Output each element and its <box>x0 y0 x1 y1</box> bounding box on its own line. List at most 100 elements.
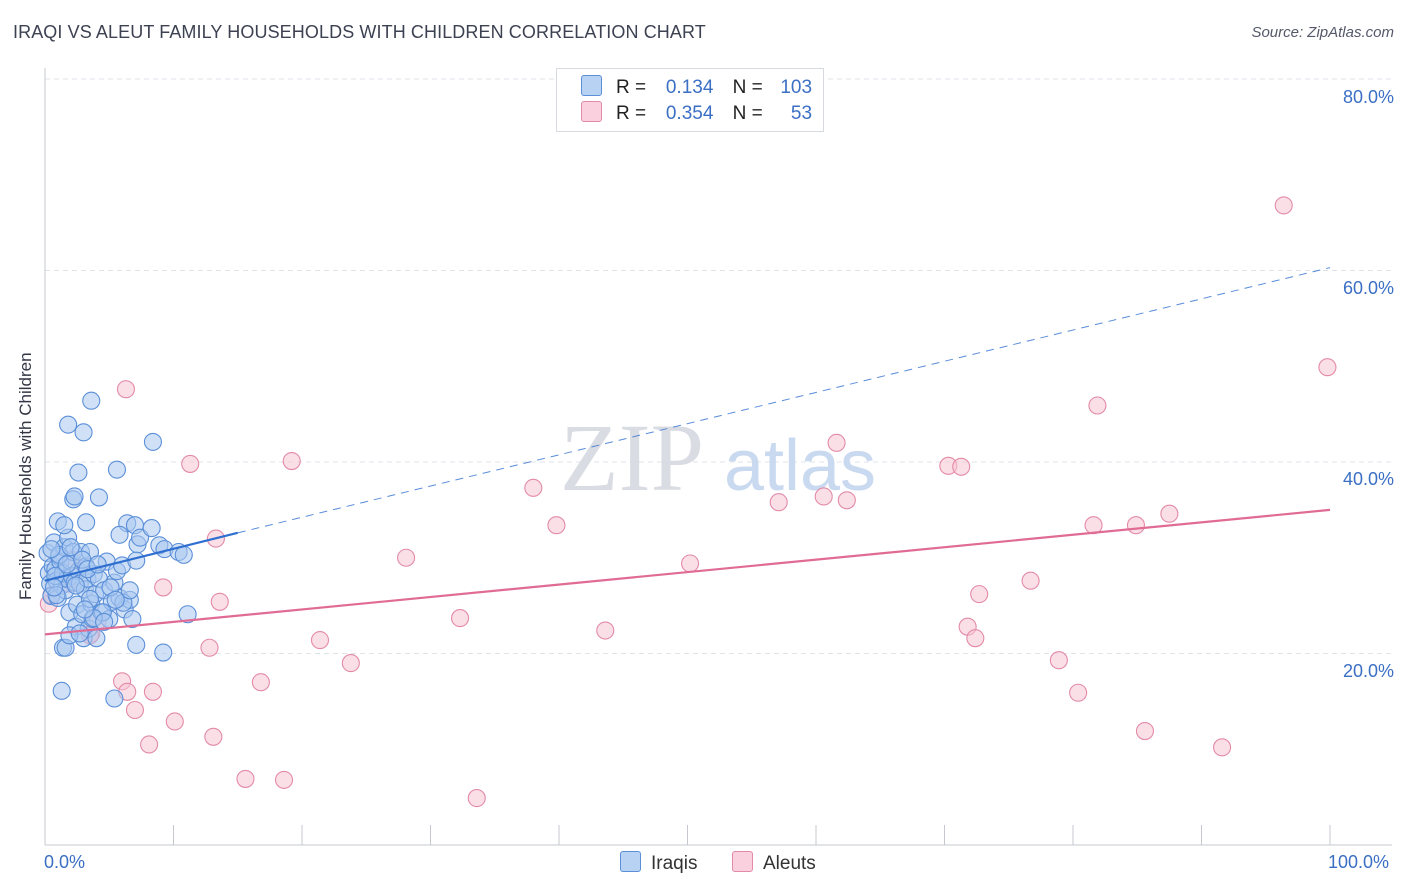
aleut-point <box>1049 651 1068 670</box>
aleut-point <box>547 516 566 535</box>
aleut-point <box>952 457 971 476</box>
iraqi-point <box>52 681 71 700</box>
iraqi-point <box>74 423 93 442</box>
iraqi-point <box>123 609 142 629</box>
aleut-point <box>1274 196 1293 215</box>
aleut-point <box>467 789 486 808</box>
iraqis-legend-label: Iraqis <box>651 853 698 874</box>
axes <box>44 68 1392 846</box>
aleut-point <box>236 769 255 788</box>
legend-item-iraqis[interactable]: Iraqis <box>620 851 697 875</box>
iraqis-n-value: 103 <box>780 77 813 98</box>
aleut-point <box>1088 396 1107 415</box>
aleut-point <box>451 609 470 628</box>
iraqi-point <box>87 629 106 648</box>
source-label: Source: ZipAtlas.com <box>1251 24 1394 41</box>
aleut-point <box>251 673 270 692</box>
iraqi-point <box>42 540 61 559</box>
iraqi-point <box>59 415 78 434</box>
iraqi-trend-extension <box>237 267 1331 534</box>
iraqis-n-label: N = <box>732 77 763 98</box>
iraqi-trend-line <box>44 531 239 582</box>
iraqi-point <box>55 516 74 535</box>
iraqis-legend-swatch <box>620 851 641 872</box>
aleut-point <box>1069 683 1088 702</box>
y-tick-label-20: 20.0% <box>1342 661 1394 681</box>
aleut-point <box>140 735 159 754</box>
trend-lines <box>44 267 1331 636</box>
aleut-point <box>1160 504 1179 523</box>
aleut-point <box>827 433 846 452</box>
iraqi-point <box>106 590 125 609</box>
chart-title: IRAQI VS ALEUT FAMILY HOUSEHOLDS WITH CH… <box>13 22 706 42</box>
aleuts-legend-swatch <box>732 851 753 872</box>
aleuts-r-value: 0.354 <box>665 103 714 124</box>
aleut-point <box>282 451 301 471</box>
aleut-point <box>1213 738 1232 757</box>
iraqi-point <box>44 578 64 597</box>
iraqi-points <box>38 391 197 708</box>
iraqi-point <box>143 432 162 451</box>
aleut-point <box>274 770 294 789</box>
aleut-point <box>200 638 219 657</box>
x-tick-label-max: 100.0% <box>1328 852 1390 872</box>
iraqis-r-label: R = <box>616 77 647 98</box>
iraqi-point <box>77 513 96 532</box>
aleut-point <box>397 548 416 567</box>
aleut-point <box>1126 516 1146 535</box>
iraqi-point <box>69 463 88 482</box>
iraqi-point <box>110 525 129 544</box>
y-tick-label-60: 60.0% <box>1342 278 1394 298</box>
iraqi-point <box>88 555 107 574</box>
watermark-zip: ZIP <box>560 404 704 511</box>
aleut-point <box>681 554 700 573</box>
aleut-point <box>341 654 360 673</box>
iraqi-point <box>57 555 76 574</box>
iraqis-r-value: 0.134 <box>665 77 714 98</box>
x-tick-label-min: 0.0% <box>44 852 86 872</box>
aleut-point <box>1318 358 1337 377</box>
iraqi-point <box>61 538 80 557</box>
iraqi-point <box>105 689 124 708</box>
aleut-point <box>165 712 184 731</box>
iraqi-point <box>82 391 101 410</box>
aleut-point <box>814 487 833 506</box>
iraqi-point <box>89 488 109 507</box>
y-tick-label-40: 40.0% <box>1342 469 1394 489</box>
aleut-point <box>970 585 989 604</box>
aleut-point <box>769 493 788 512</box>
iraqi-point <box>75 600 94 619</box>
aleut-point <box>310 631 330 650</box>
aleuts-n-value: 53 <box>790 103 813 124</box>
iraqi-point <box>178 605 197 624</box>
aleut-point <box>125 700 144 720</box>
iraqi-point <box>127 635 146 654</box>
y-tick-label-80: 80.0% <box>1342 87 1394 107</box>
aleuts-n-label: N = <box>732 103 763 124</box>
aleuts-swatch <box>581 101 602 122</box>
aleut-point <box>204 727 223 746</box>
legend-item-aleuts[interactable]: Aleuts <box>732 851 816 875</box>
aleut-point <box>524 478 543 497</box>
aleuts-legend-label: Aleuts <box>763 853 816 874</box>
aleut-point <box>154 578 173 597</box>
correlation-legend: R = 0.134 N = 103 R = 0.354 N = 53 <box>556 68 824 132</box>
iraqi-point <box>174 545 193 564</box>
aleut-point <box>116 380 136 399</box>
iraqi-point <box>66 576 85 595</box>
aleut-point <box>210 592 229 611</box>
aleut-point <box>181 454 200 473</box>
aleut-trend-line <box>44 508 1331 636</box>
iraqi-point <box>65 487 84 506</box>
iraqi-point <box>120 581 139 600</box>
iraqis-swatch <box>581 75 602 96</box>
iraqi-point <box>70 624 89 643</box>
iraqi-point <box>142 519 161 538</box>
legend-row-aleuts: R = 0.354 N = 53 <box>581 101 812 127</box>
iraqi-point <box>107 460 127 479</box>
aleut-point <box>966 629 985 648</box>
iraqi-point <box>154 643 173 662</box>
aleut-point <box>1135 722 1155 741</box>
aleut-point <box>596 621 615 640</box>
